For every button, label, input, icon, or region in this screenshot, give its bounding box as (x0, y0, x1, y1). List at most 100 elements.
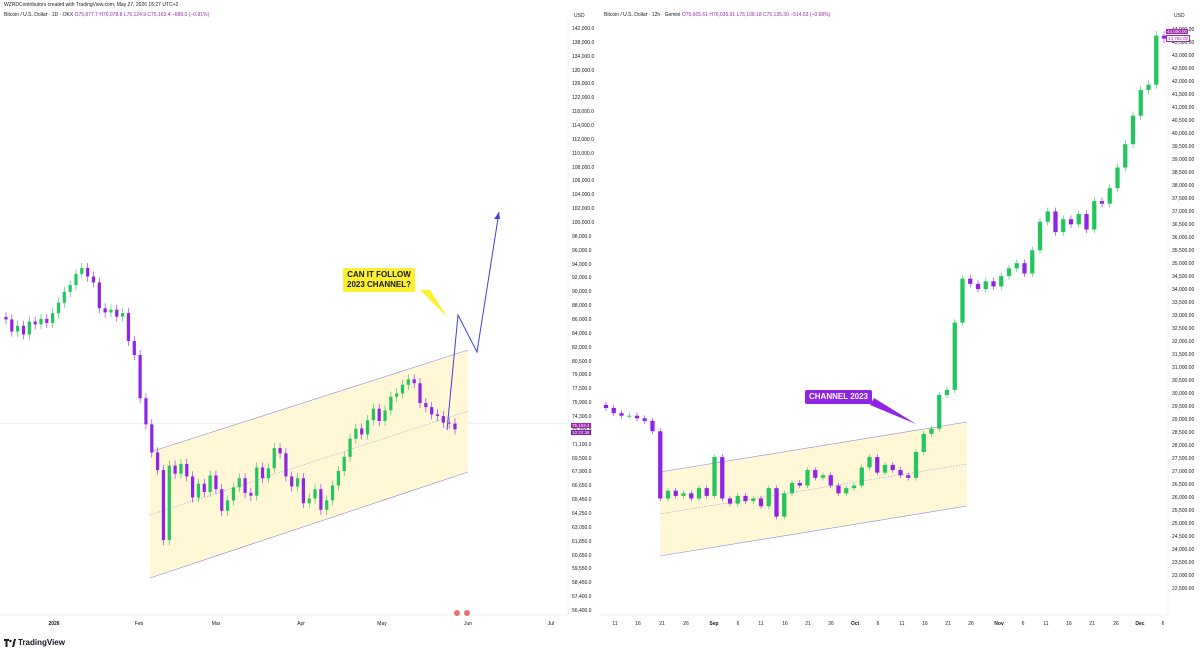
chart-header: WZRDContributors created with TradingVie… (4, 2, 179, 8)
right-price-chart[interactable] (600, 0, 1200, 652)
left-y-tick: 108,000.0 (572, 164, 595, 171)
left-candle (51, 313, 55, 323)
right-y-tick: 38,500.00 (1172, 170, 1195, 176)
left-projection-path (446, 211, 500, 431)
right-candle (1084, 214, 1089, 230)
left-chart-panel[interactable]: Bitcoin / U.S. Dollar · 1D · OKX O75,877… (0, 0, 600, 652)
right-candle (968, 278, 973, 284)
right-y-tick: 41,000.00 (1172, 105, 1195, 111)
right-candle (1161, 35, 1167, 39)
right-y-tick: 29,000.00 (1172, 417, 1195, 423)
left-candle (260, 467, 265, 479)
left-y-tick: 65,450.0 (572, 497, 592, 504)
right-candle (611, 407, 616, 414)
tradingview-logo: TradingView (4, 638, 65, 647)
right-candle (681, 493, 686, 496)
left-x-tick: Jul (547, 621, 555, 627)
right-x-tick: Nov (994, 621, 1004, 627)
right-y-tick: 26,500.00 (1172, 482, 1195, 488)
left-price-chart[interactable] (0, 0, 600, 652)
left-y-tick: 82,000.0 (572, 344, 592, 351)
right-y-tick: 29,500.00 (1172, 404, 1195, 410)
left-candle (290, 476, 294, 487)
left-y-tick: 98,000.0 (572, 233, 592, 240)
right-candle (696, 488, 702, 499)
left-candle (313, 489, 317, 499)
right-annotation-pointer (870, 398, 916, 424)
left-candle (336, 471, 340, 486)
left-y-tick: 114,000.0 (572, 123, 594, 129)
left-candle (424, 403, 428, 408)
left-candle (295, 478, 300, 487)
right-candle (898, 470, 903, 476)
right-chart-panel[interactable]: Bitcoin / U.S. Dollar · 12h · Gemini O75… (600, 0, 1200, 652)
left-candle (255, 467, 259, 496)
right-x-tick: 11 (1043, 621, 1049, 627)
right-candle (1138, 89, 1143, 116)
left-candle (272, 448, 276, 469)
right-y-tick: 40,500.00 (1172, 118, 1195, 124)
right-y-tick: 31,000.00 (1172, 365, 1195, 371)
left-candle (132, 340, 136, 355)
left-candle (418, 383, 422, 404)
left-y-tick: 118,000.0 (572, 109, 594, 116)
left-candle (249, 492, 253, 496)
right-y-tick: 35,000.00 (1172, 261, 1195, 267)
right-y-tick: 30,000.00 (1172, 391, 1195, 397)
right-y-tick: 23,500.00 (1172, 560, 1195, 566)
left-candle (86, 267, 90, 277)
left-candle (377, 408, 381, 422)
right-candle (805, 470, 810, 486)
right-y-tick: 34,000.00 (1172, 287, 1195, 293)
left-price-countdown: 10:32:38 (571, 430, 591, 435)
left-y-tick: 58,450.0 (572, 580, 592, 587)
right-candle (851, 485, 857, 489)
left-candle (325, 500, 329, 510)
left-candle (39, 318, 43, 325)
right-y-tick: 42,500.00 (1172, 66, 1195, 72)
left-y-tick: 88,000.0 (572, 303, 592, 310)
right-channel-upper (659, 421, 968, 473)
right-y-tick: 36,500.00 (1172, 222, 1195, 228)
left-y-tick: 90,000.0 (572, 289, 592, 296)
right-high-price-label: 44,000.00 (1166, 29, 1189, 34)
left-candle (266, 468, 271, 479)
right-y-tick: 41,500.00 (1172, 92, 1195, 98)
right-candle (944, 389, 950, 396)
right-x-tick: 26 (968, 621, 974, 627)
right-candle (937, 395, 942, 429)
right-candle (1045, 211, 1050, 222)
left-candle (348, 438, 352, 457)
tradingview-brand-text: TradingView (18, 638, 65, 647)
left-candle (91, 276, 96, 283)
left-candle (383, 410, 387, 422)
right-candle (735, 495, 740, 504)
left-event-icon (454, 610, 460, 616)
left-candle (62, 291, 66, 303)
right-x-tick: 21 (659, 621, 665, 627)
left-candle (395, 393, 399, 397)
left-y-tick: 104,000.0 (572, 192, 595, 199)
right-x-tick: 16 (635, 621, 641, 627)
left-candle (190, 476, 195, 498)
left-candle (126, 313, 131, 341)
left-y-tick: 86,000.0 (572, 317, 592, 323)
left-event-icon (464, 610, 470, 616)
right-candle (1130, 115, 1136, 145)
left-candle (150, 424, 154, 453)
right-y-tick: 38,000.00 (1172, 183, 1195, 189)
right-candle (820, 475, 826, 478)
right-y-tick: 30,500.00 (1172, 378, 1195, 384)
left-candle (435, 414, 440, 417)
right-candle (875, 457, 880, 473)
right-x-tick: 26 (683, 621, 689, 627)
left-candle (307, 498, 311, 504)
right-y-tick: 24,000.00 (1172, 547, 1195, 553)
left-candle (21, 325, 26, 335)
tradingview-logo-icon (4, 638, 16, 647)
right-candle (828, 475, 833, 486)
right-y-tick: 27,500.00 (1172, 456, 1195, 462)
right-candle (1076, 214, 1081, 225)
left-y-tick: 67,900.0 (572, 469, 592, 476)
left-y-tick: 71,100.0 (572, 441, 592, 448)
